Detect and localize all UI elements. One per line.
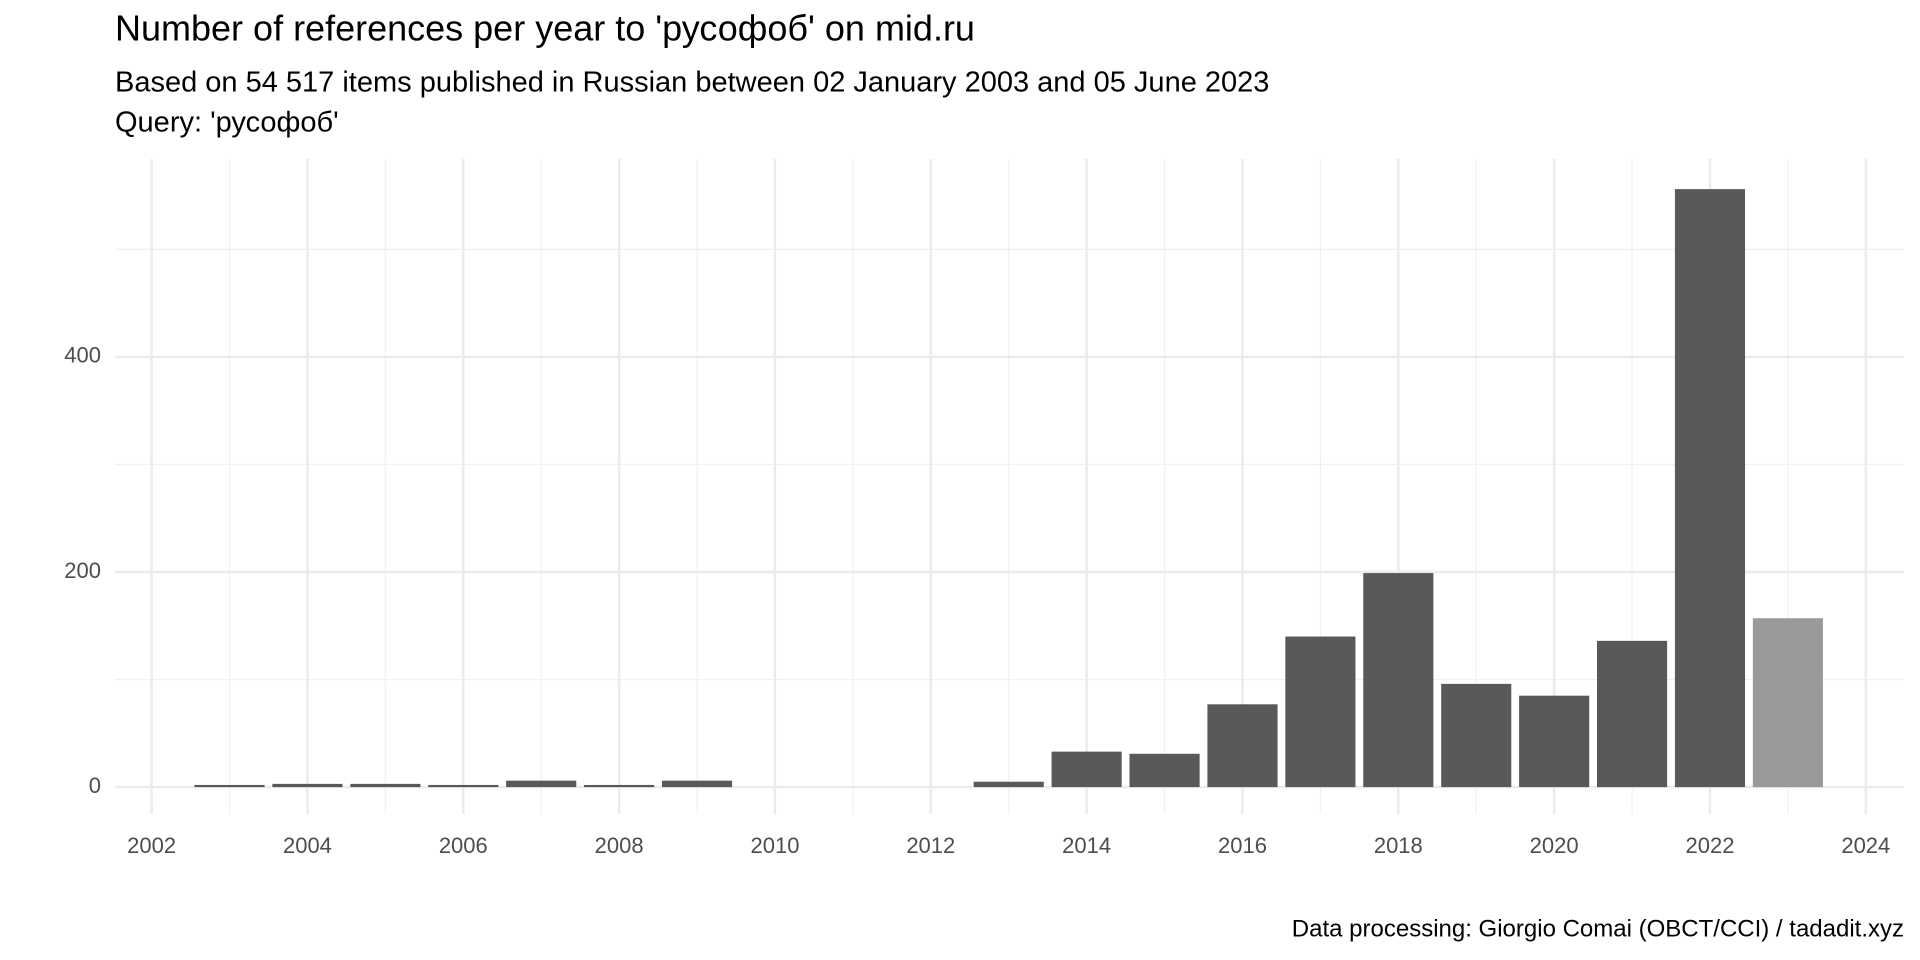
- bar: [1285, 636, 1356, 788]
- bar: [272, 783, 343, 788]
- bar: [1519, 695, 1590, 788]
- bar: [973, 781, 1044, 788]
- x-tick-label: 2014: [1062, 833, 1111, 858]
- chart-subtitle: Based on 54 517 items published in Russi…: [115, 67, 1269, 99]
- bar: [1441, 683, 1512, 788]
- bar: [428, 784, 499, 788]
- bar: [1674, 189, 1746, 788]
- y-tick-label: 400: [64, 343, 101, 368]
- x-tick-label: 2022: [1686, 833, 1735, 858]
- query-note: Query: 'русофоб': [115, 107, 339, 139]
- x-tick-label: 2002: [127, 833, 176, 858]
- bar: [194, 784, 265, 788]
- y-tick-label: 0: [89, 773, 101, 798]
- bar: [1207, 704, 1278, 788]
- x-tick-label: 2010: [750, 833, 799, 858]
- x-tick-label: 2012: [906, 833, 955, 858]
- bar: [1129, 753, 1200, 788]
- bar: [1363, 573, 1434, 788]
- y-tick-label: 200: [64, 558, 101, 583]
- x-tick-label: 2024: [1841, 833, 1890, 858]
- x-tick-label: 2020: [1530, 833, 1579, 858]
- bar: [1051, 751, 1122, 788]
- bar: [506, 780, 577, 788]
- chart-title: Number of references per year to 'русофо…: [115, 8, 975, 49]
- x-tick-label: 2018: [1374, 833, 1423, 858]
- x-tick-label: 2016: [1218, 833, 1267, 858]
- bar: [584, 784, 655, 788]
- x-tick-label: 2004: [283, 833, 332, 858]
- bar: [1597, 640, 1668, 788]
- caption: Data processing: Giorgio Comai (OBCT/CCI…: [1292, 915, 1904, 942]
- bar: [661, 780, 733, 788]
- x-tick-label: 2008: [595, 833, 644, 858]
- bar: [350, 783, 421, 788]
- x-tick-label: 2006: [439, 833, 488, 858]
- bar: [1752, 618, 1823, 788]
